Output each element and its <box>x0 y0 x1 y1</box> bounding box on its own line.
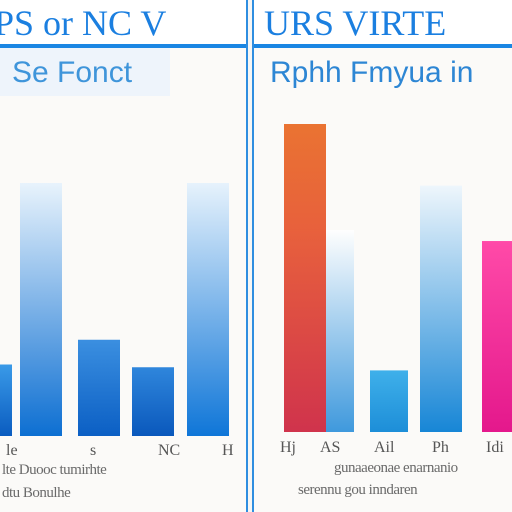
right-bar-0 <box>284 124 326 432</box>
right-caption-line1: gunaaeonae enarnanio <box>334 460 458 476</box>
left-bar-1 <box>20 183 62 436</box>
right-tick-label-1: AS <box>320 439 340 456</box>
right-bar-1 <box>370 370 408 432</box>
left-tick-label-0: le <box>6 442 18 459</box>
left-bar-4 <box>187 183 229 436</box>
left-bar-2 <box>78 339 120 436</box>
subtitle-box <box>0 48 170 96</box>
right-tick-label-0: Hj <box>280 439 296 456</box>
right-caption-line2: serennu gou inndaren <box>298 482 418 498</box>
left-bar-0 <box>0 364 12 436</box>
right-bar-3 <box>482 241 512 432</box>
left-tick-label-2: s <box>90 442 96 459</box>
right-chart-title: URS VIRTE <box>254 0 512 48</box>
right-bar-chart: Hj AS Ail Ph Idi <box>280 124 512 456</box>
left-bar-3 <box>132 367 174 436</box>
left-caption-line1: lte Duooc tumirhte <box>2 462 107 478</box>
left-tick-label-4: NC <box>158 442 180 459</box>
right-chart-panel: URS VIRTE Rphh Fmyua in Hj AS Ail Ph Idi gun… <box>252 0 512 512</box>
left-chart-subtitle: Se Fonct <box>12 56 133 89</box>
right-tick-label-2: Ail <box>374 439 395 456</box>
left-chart-panel: PS or NC V Se Fonct le s NC H lte Duooc tum… <box>0 0 248 512</box>
left-tick-label-5: H <box>222 442 234 459</box>
left-caption-line2: dtu Bonulhe <box>2 485 71 501</box>
right-chart-subtitle: Rphh Fmyua in <box>270 56 474 89</box>
left-bar-chart: le s NC H <box>0 183 234 459</box>
right-tick-label-3: Ph <box>432 439 449 456</box>
right-bar-2 <box>420 185 462 432</box>
right-tick-label-4: Idi <box>486 439 504 456</box>
left-chart-title: PS or NC V <box>0 0 246 48</box>
